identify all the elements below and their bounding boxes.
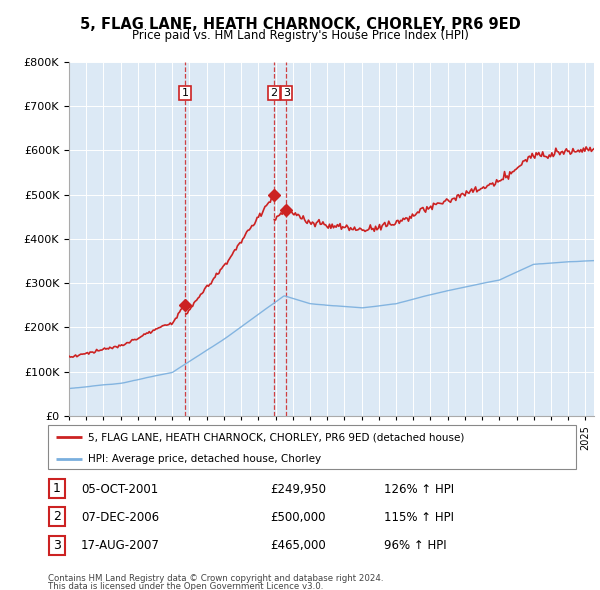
FancyBboxPatch shape xyxy=(49,536,65,555)
Text: Price paid vs. HM Land Registry's House Price Index (HPI): Price paid vs. HM Land Registry's House … xyxy=(131,30,469,42)
Text: 115% ↑ HPI: 115% ↑ HPI xyxy=(384,511,454,524)
Text: £500,000: £500,000 xyxy=(270,511,325,524)
Text: Contains HM Land Registry data © Crown copyright and database right 2024.: Contains HM Land Registry data © Crown c… xyxy=(48,574,383,583)
Text: 05-OCT-2001: 05-OCT-2001 xyxy=(81,483,158,496)
Text: 17-AUG-2007: 17-AUG-2007 xyxy=(81,539,160,552)
Text: 1: 1 xyxy=(182,88,188,98)
Text: 2: 2 xyxy=(53,510,61,523)
Text: 3: 3 xyxy=(283,88,290,98)
FancyBboxPatch shape xyxy=(48,425,576,469)
Text: 1: 1 xyxy=(53,482,61,495)
Text: 5, FLAG LANE, HEATH CHARNOCK, CHORLEY, PR6 9ED: 5, FLAG LANE, HEATH CHARNOCK, CHORLEY, P… xyxy=(80,17,520,31)
FancyBboxPatch shape xyxy=(49,507,65,526)
Text: 126% ↑ HPI: 126% ↑ HPI xyxy=(384,483,454,496)
Text: 3: 3 xyxy=(53,539,61,552)
Text: 2: 2 xyxy=(271,88,278,98)
Text: HPI: Average price, detached house, Chorley: HPI: Average price, detached house, Chor… xyxy=(88,454,321,464)
Text: £249,950: £249,950 xyxy=(270,483,326,496)
FancyBboxPatch shape xyxy=(49,479,65,498)
Text: This data is licensed under the Open Government Licence v3.0.: This data is licensed under the Open Gov… xyxy=(48,582,323,590)
Text: £465,000: £465,000 xyxy=(270,539,326,552)
Text: 96% ↑ HPI: 96% ↑ HPI xyxy=(384,539,446,552)
Text: 07-DEC-2006: 07-DEC-2006 xyxy=(81,511,159,524)
Text: 5, FLAG LANE, HEATH CHARNOCK, CHORLEY, PR6 9ED (detached house): 5, FLAG LANE, HEATH CHARNOCK, CHORLEY, P… xyxy=(88,432,464,442)
